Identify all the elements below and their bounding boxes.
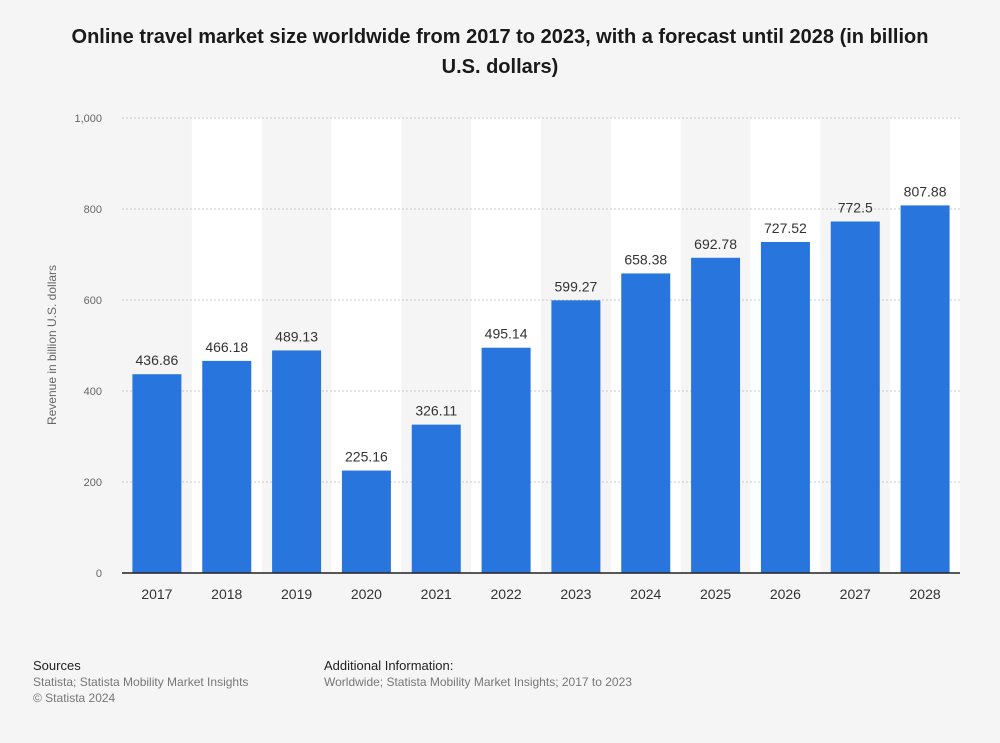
x-tick-label: 2027 bbox=[840, 586, 871, 602]
bar bbox=[132, 374, 182, 573]
bar bbox=[551, 300, 601, 573]
x-tick-label: 2024 bbox=[630, 586, 661, 602]
bar bbox=[621, 273, 671, 573]
data-label: 599.27 bbox=[555, 278, 598, 294]
y-tick-label: 400 bbox=[84, 386, 102, 398]
additional-info-text: Worldwide; Statista Mobility Market Insi… bbox=[324, 675, 632, 689]
bar bbox=[272, 350, 322, 573]
data-label: 225.16 bbox=[345, 449, 388, 465]
x-tick-label: 2022 bbox=[491, 586, 522, 602]
chart-title: Online travel market size worldwide from… bbox=[71, 26, 929, 78]
copyright-text: © Statista 2024 bbox=[33, 691, 116, 705]
x-tick-label: 2028 bbox=[910, 586, 941, 602]
data-label: 658.38 bbox=[624, 251, 667, 267]
x-tick-label: 2021 bbox=[421, 586, 452, 602]
bar bbox=[760, 241, 810, 573]
x-tick-label: 2017 bbox=[141, 586, 172, 602]
x-tick-label: 2026 bbox=[770, 586, 801, 602]
data-label: 692.78 bbox=[694, 236, 737, 252]
x-tick-label: 2023 bbox=[560, 586, 591, 602]
x-tick-label: 2025 bbox=[700, 586, 731, 602]
y-tick-label: 600 bbox=[84, 295, 102, 307]
data-label: 772.5 bbox=[838, 200, 873, 216]
y-tick-label: 0 bbox=[96, 568, 102, 580]
bar bbox=[691, 257, 741, 573]
data-label: 326.11 bbox=[415, 403, 457, 419]
bar bbox=[830, 221, 880, 573]
sources-text: Statista; Statista Mobility Market Insig… bbox=[33, 675, 249, 689]
data-label: 807.88 bbox=[904, 183, 947, 199]
bar bbox=[202, 360, 252, 573]
y-tick-label: 800 bbox=[84, 204, 102, 216]
x-tick-label: 2020 bbox=[351, 586, 382, 602]
y-axis-label: Revenue in billion U.S. dollars bbox=[45, 264, 59, 426]
bar bbox=[481, 347, 531, 573]
bar bbox=[900, 205, 950, 573]
y-tick-label: 1,000 bbox=[74, 113, 102, 125]
data-label: 489.13 bbox=[275, 328, 318, 344]
additional-info-title: Additional Information: bbox=[324, 658, 454, 673]
data-label: 495.14 bbox=[485, 326, 528, 342]
additional-info-block: Additional Information: Worldwide; Stati… bbox=[324, 658, 632, 690]
data-label: 466.18 bbox=[205, 339, 248, 355]
x-tick-label: 2019 bbox=[281, 586, 312, 602]
x-tick-label: 2018 bbox=[211, 586, 242, 602]
data-label: 436.86 bbox=[136, 352, 179, 368]
bar bbox=[411, 424, 461, 573]
bar bbox=[341, 470, 391, 573]
y-tick-label: 200 bbox=[84, 477, 102, 489]
sources-block: Sources Statista; Statista Mobility Mark… bbox=[33, 658, 248, 706]
data-label: 727.52 bbox=[764, 220, 807, 236]
sources-title: Sources bbox=[33, 658, 81, 673]
